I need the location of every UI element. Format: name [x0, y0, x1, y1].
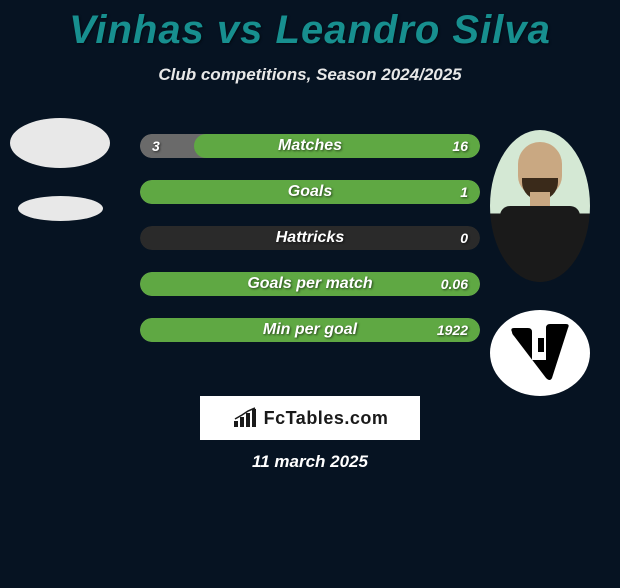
stat-label: Goals per match: [140, 272, 480, 296]
stat-right-value: 1: [460, 180, 468, 204]
left-player: [10, 118, 110, 221]
brand-badge: FcTables.com: [200, 396, 420, 440]
right-player-club-badge: [490, 310, 590, 396]
right-player: [490, 130, 590, 396]
left-player-club-badge: [18, 196, 103, 221]
stat-right-value: 0.06: [441, 272, 468, 296]
stat-right-value: 16: [452, 134, 468, 158]
brand-chart-icon: [232, 407, 258, 429]
stat-label: Min per goal: [140, 318, 480, 342]
stat-row: Hattricks0: [140, 226, 480, 250]
stat-right-value: 0: [460, 226, 468, 250]
stat-right-value: 1922: [437, 318, 468, 342]
stat-label: Hattricks: [140, 226, 480, 250]
stat-row: Goals per match0.06: [140, 272, 480, 296]
stat-row: Goals1: [140, 180, 480, 204]
club-logo-icon: [508, 324, 572, 382]
stat-row: Matches3 16: [140, 134, 480, 158]
stat-bars: Matches3 16 Goals1 Hattricks0 Goals per matc…: [140, 134, 480, 364]
stat-label: Goals: [140, 180, 480, 204]
brand-text: FcTables.com: [264, 408, 389, 429]
stat-left-value: 3: [152, 134, 160, 158]
generation-date: 11 march 2025: [0, 452, 620, 472]
stat-label: Matches: [140, 134, 480, 158]
left-player-avatar: [10, 118, 110, 168]
right-player-avatar: [490, 130, 590, 282]
comparison-subtitle: Club competitions, Season 2024/2025: [0, 65, 620, 85]
stat-row: Min per goal1922: [140, 318, 480, 342]
comparison-title: Vinhas vs Leandro Silva: [0, 8, 620, 53]
